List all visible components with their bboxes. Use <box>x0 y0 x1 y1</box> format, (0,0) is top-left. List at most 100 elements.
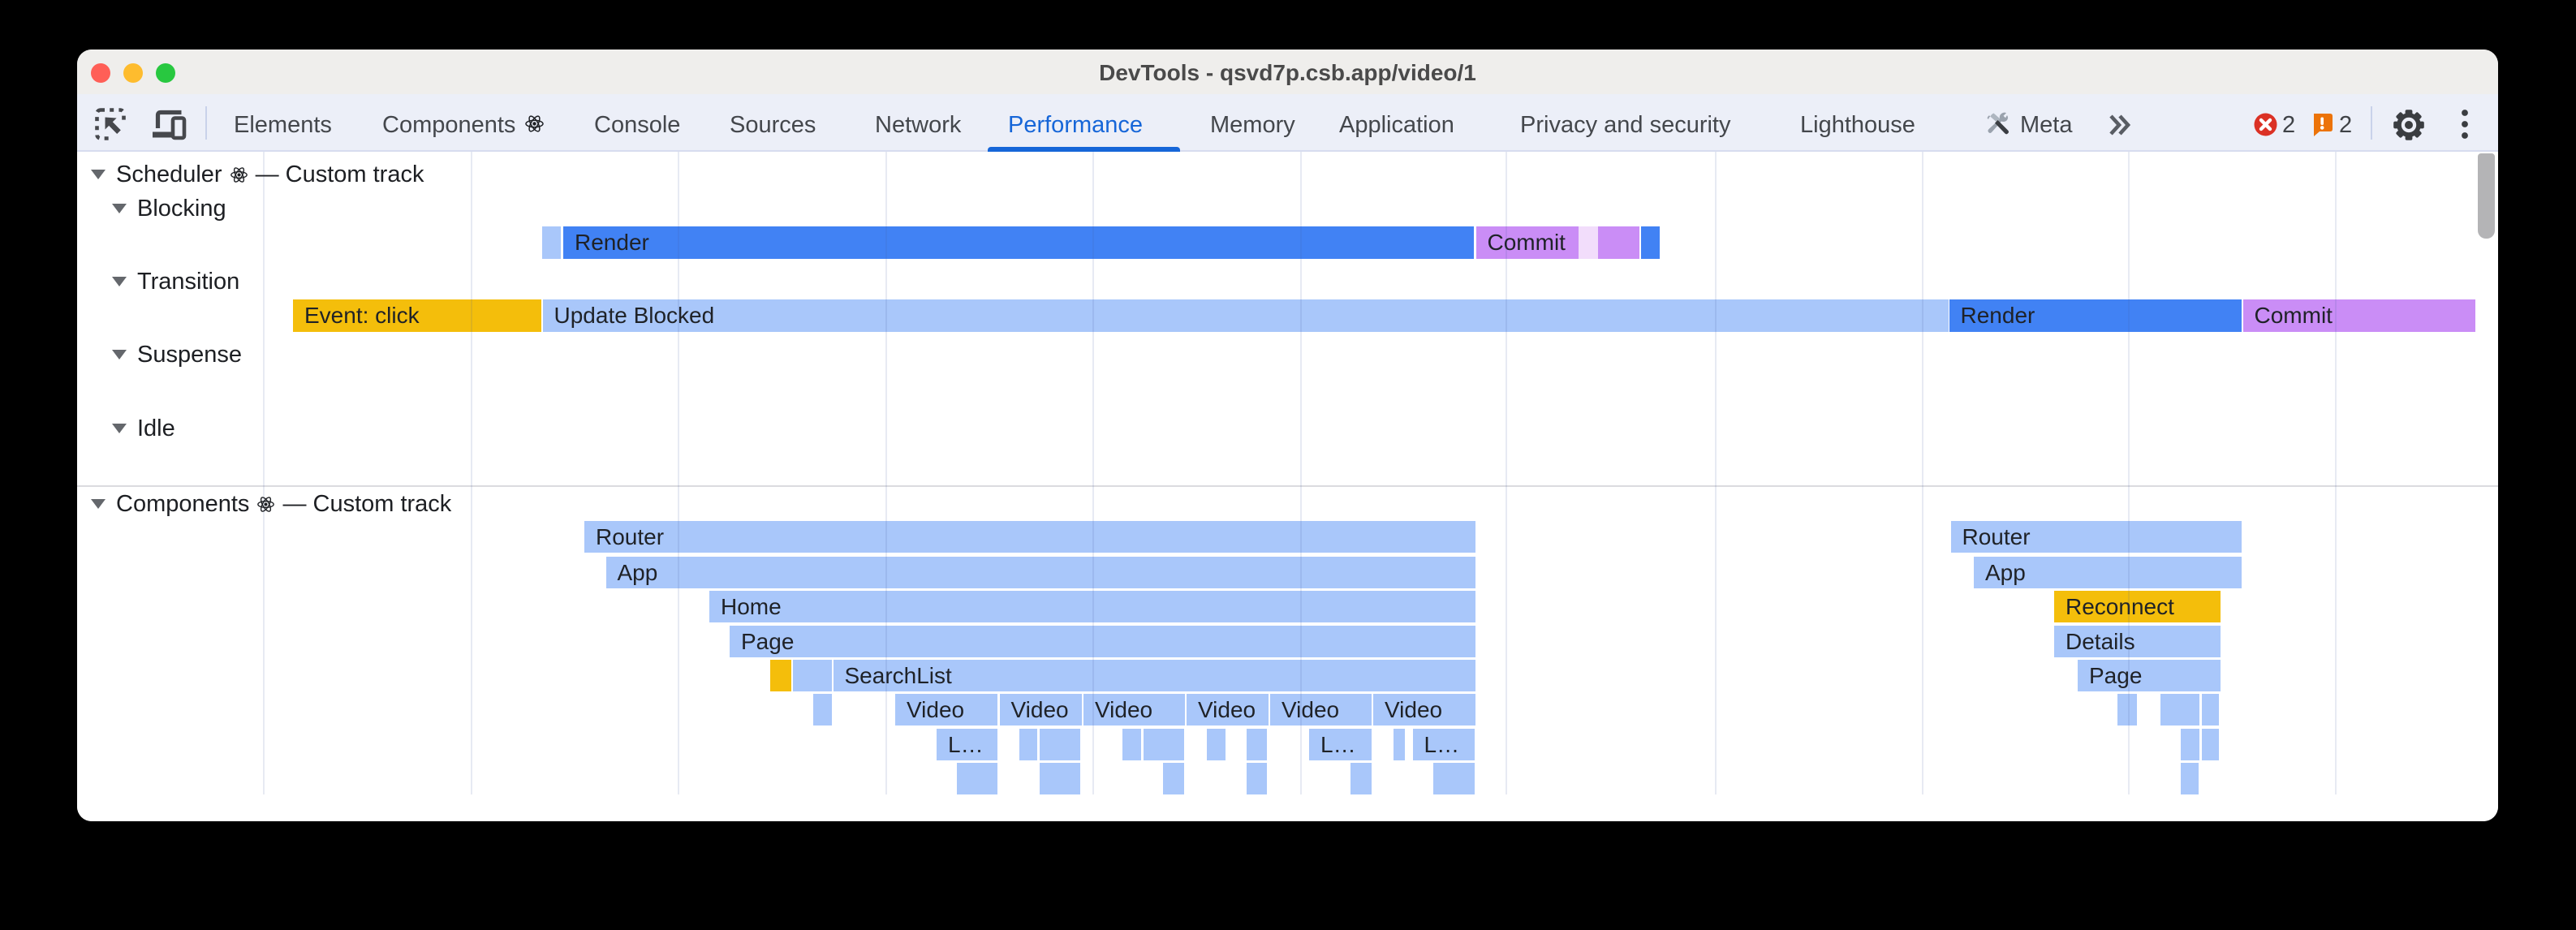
device-toolbar-icon <box>153 110 187 140</box>
flame-bar-l-[interactable]: L… <box>937 728 997 760</box>
flame-bar-app[interactable]: App <box>1974 556 2242 588</box>
double-chevron-icon <box>2109 114 2131 136</box>
row-title: Transition <box>137 268 240 295</box>
track-row-idle[interactable]: Idle <box>112 412 175 445</box>
gridline <box>1092 152 1094 794</box>
flame-bar-app[interactable]: App <box>605 556 1475 588</box>
inspect-element-button[interactable] <box>94 107 128 141</box>
gridline <box>471 152 472 794</box>
settings-button[interactable] <box>2393 109 2425 141</box>
flame-bar[interactable] <box>1163 763 1184 794</box>
track-header-components[interactable]: Components — Custom track <box>91 488 451 520</box>
tab-application[interactable]: Application <box>1339 112 1454 138</box>
flame-bar-l-[interactable]: L… <box>1309 728 1372 760</box>
flame-bar-router[interactable]: Router <box>584 521 1475 553</box>
more-tabs-button[interactable] <box>2108 114 2132 136</box>
flame-bar-l-[interactable]: L… <box>1412 728 1475 760</box>
flame-bar-reconnect[interactable]: Reconnect <box>2054 591 2221 622</box>
flame-bar[interactable] <box>793 660 832 691</box>
track-suffix: — Custom track <box>255 161 424 187</box>
flame-bar-video[interactable]: Video <box>1187 694 1269 725</box>
flame-bar[interactable] <box>1039 728 1080 760</box>
flame-bar[interactable] <box>1640 226 1660 259</box>
window-title: DevTools - qsvd7p.csb.app/video/1 <box>1099 60 1476 85</box>
track-row-transition[interactable]: Transition <box>112 265 239 298</box>
flame-bar[interactable] <box>1433 763 1475 794</box>
tab-privacy-and-security[interactable]: Privacy and security <box>1520 112 1731 138</box>
track-title: Components <box>116 490 250 517</box>
flame-bar[interactable] <box>542 226 561 259</box>
flame-bar-update-blocked[interactable]: Update Blocked <box>542 299 1949 332</box>
tab-memory[interactable]: Memory <box>1210 112 1295 138</box>
error-count: 2 <box>2282 112 2296 138</box>
react-atom-icon <box>256 495 275 514</box>
flame-bar-render[interactable]: Render <box>563 226 1474 259</box>
flame-bar[interactable] <box>1393 728 1405 760</box>
collapse-triangle-icon <box>112 350 127 360</box>
flame-bar-event-click[interactable]: Event: click <box>293 299 541 332</box>
flame-bar-details[interactable]: Details <box>2054 625 2221 657</box>
flame-bar-commit[interactable]: Commit <box>2242 299 2475 332</box>
gear-icon <box>2393 110 2424 140</box>
devtools-window: DevTools - qsvd7p.csb.app/video/1 Elemen… <box>77 50 2498 821</box>
toolbar-separator-right <box>2371 106 2372 140</box>
tab-elements[interactable]: Elements <box>234 112 332 138</box>
flame-bar[interactable] <box>1350 763 1372 794</box>
flame-bar-video[interactable]: Video <box>1373 694 1475 725</box>
tab-performance[interactable]: Performance <box>1008 112 1144 138</box>
gridline <box>678 152 679 794</box>
track-header-scheduler[interactable]: Scheduler — Custom track <box>91 158 424 191</box>
flame-bar[interactable] <box>2202 694 2219 725</box>
flame-bar[interactable] <box>956 763 997 794</box>
react-atom-icon <box>230 166 248 184</box>
flame-bar[interactable] <box>2160 694 2199 725</box>
flame-bar-video[interactable]: Video <box>999 694 1082 725</box>
flame-bar-video[interactable]: Video <box>1270 694 1372 725</box>
zoom-button[interactable] <box>156 63 175 83</box>
flame-bar[interactable] <box>2117 694 2137 725</box>
toolbar-separator <box>205 106 207 140</box>
gridline <box>1506 152 1507 794</box>
flame-bar[interactable] <box>769 660 791 691</box>
flame-bar[interactable] <box>1598 226 1639 259</box>
tab-components[interactable]: Components <box>382 94 545 150</box>
flame-bar-searchlist[interactable]: SearchList <box>833 660 1475 691</box>
close-button[interactable] <box>91 63 110 83</box>
flame-bar-commit[interactable]: Commit <box>1475 226 1579 259</box>
warning-count: 2 <box>2339 112 2353 138</box>
device-toolbar-button[interactable] <box>151 107 187 141</box>
flame-bar-video[interactable]: Video <box>1083 694 1185 725</box>
flame-bar-router[interactable]: Router <box>1950 521 2242 553</box>
tab-sources[interactable]: Sources <box>730 112 816 138</box>
inspect-icon <box>95 108 127 140</box>
flame-bar-page[interactable]: Page <box>2078 660 2221 691</box>
flame-bar[interactable] <box>2202 728 2219 760</box>
more-options-button[interactable] <box>2459 107 2470 143</box>
collapse-triangle-icon <box>112 204 127 213</box>
minimize-button[interactable] <box>123 63 143 83</box>
vertical-scrollbar-thumb[interactable] <box>2478 153 2495 239</box>
flame-bar[interactable] <box>1206 728 1226 760</box>
warning-badge-icon[interactable] <box>2311 114 2333 136</box>
flame-bar[interactable] <box>1143 728 1184 760</box>
tab-console[interactable]: Console <box>594 112 681 138</box>
error-badge-icon[interactable] <box>2254 113 2277 136</box>
track-row-blocking[interactable]: Blocking <box>112 192 226 225</box>
tab-meta[interactable]: Meta <box>1985 94 2072 150</box>
tab-network[interactable]: Network <box>875 112 962 138</box>
flame-bar[interactable] <box>1122 728 1141 760</box>
flame-bar[interactable] <box>1579 226 1598 259</box>
flame-bar-home[interactable]: Home <box>709 591 1475 622</box>
flame-bar-page[interactable]: Page <box>730 625 1475 657</box>
flame-bar[interactable] <box>2181 728 2199 760</box>
flame-bar[interactable] <box>1019 728 1037 760</box>
flame-bar[interactable] <box>2181 763 2199 794</box>
flame-bar-render[interactable]: Render <box>1949 299 2242 332</box>
tab-lighthouse[interactable]: Lighthouse <box>1800 112 1915 138</box>
track-row-suspense[interactable]: Suspense <box>112 338 242 371</box>
flame-bar[interactable] <box>1246 763 1267 794</box>
flame-bar[interactable] <box>1246 728 1267 760</box>
flame-bar[interactable] <box>1039 763 1080 794</box>
flame-bar[interactable] <box>813 694 832 725</box>
flame-bar-video[interactable]: Video <box>895 694 997 725</box>
